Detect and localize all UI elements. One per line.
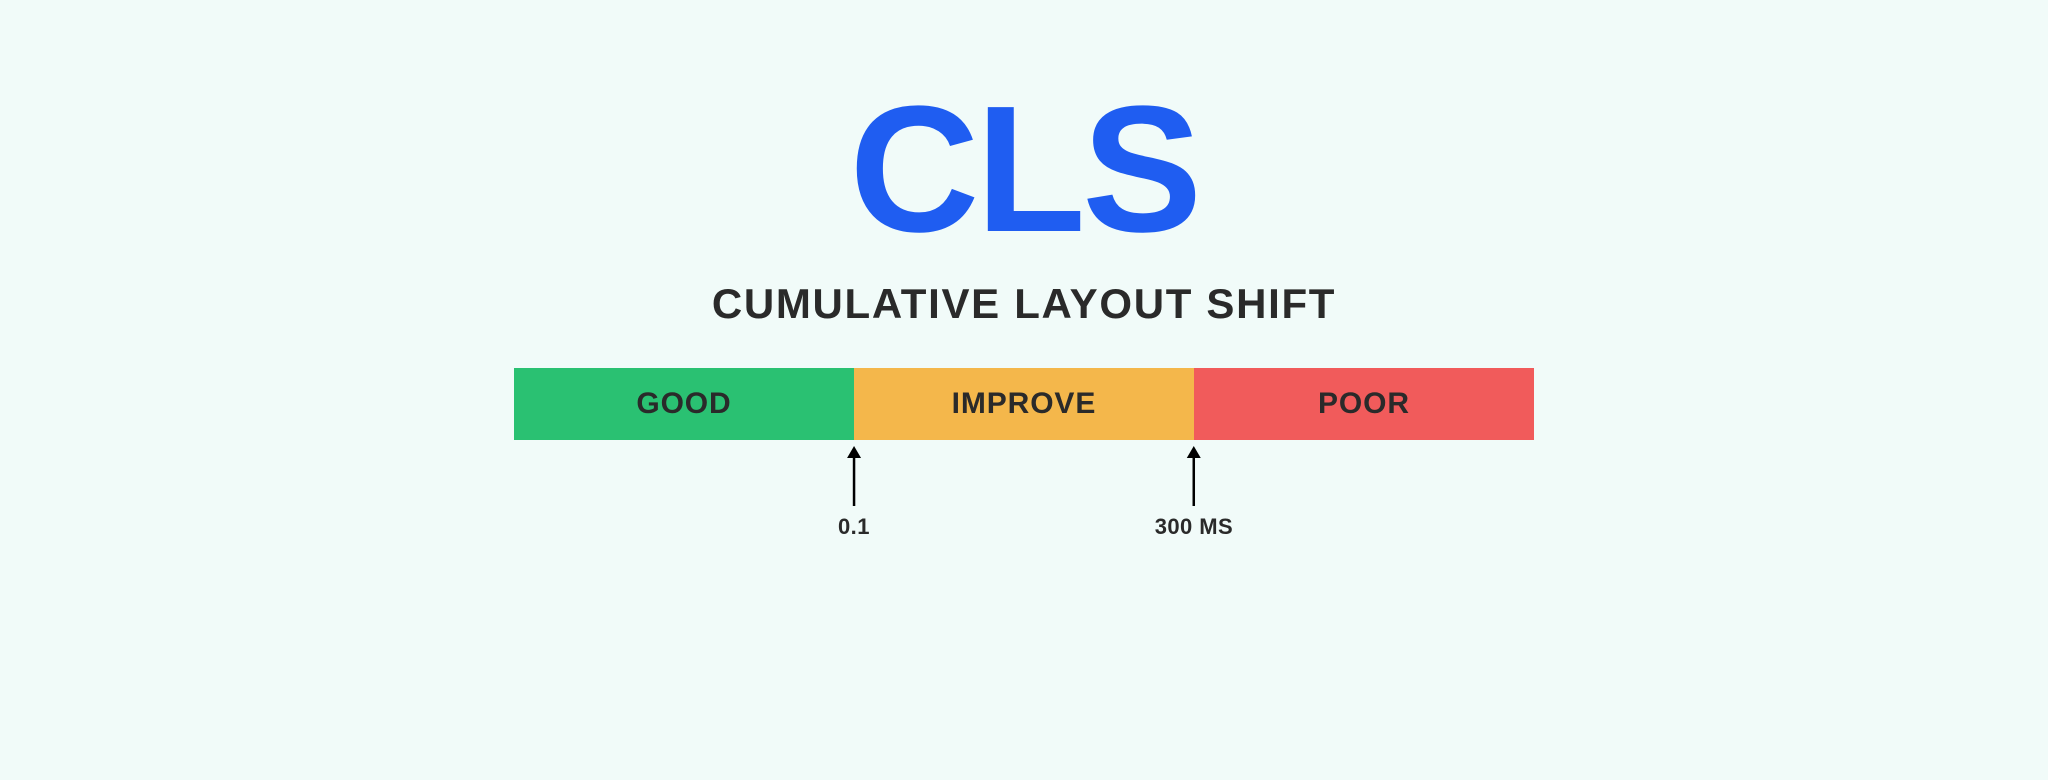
arrow-up-icon (844, 446, 864, 506)
segment-label: GOOD (636, 387, 731, 421)
segment-good: GOOD (514, 368, 854, 440)
marker-label: 300 MS (1155, 514, 1233, 540)
threshold-bar: GOOD IMPROVE POOR (514, 368, 1534, 440)
segment-label: IMPROVE (952, 387, 1097, 421)
threshold-marker-0: 0.1 (838, 446, 870, 540)
segment-poor: POOR (1194, 368, 1534, 440)
segment-improve: IMPROVE (854, 368, 1194, 440)
page-subtitle: CUMULATIVE LAYOUT SHIFT (712, 280, 1336, 328)
threshold-bar-container: GOOD IMPROVE POOR 0.1 300 MS (514, 368, 1534, 440)
threshold-marker-1: 300 MS (1155, 446, 1233, 540)
segment-label: POOR (1318, 387, 1410, 421)
marker-label: 0.1 (838, 514, 870, 540)
page-title: CLS (849, 80, 1198, 260)
arrow-up-icon (1184, 446, 1204, 506)
